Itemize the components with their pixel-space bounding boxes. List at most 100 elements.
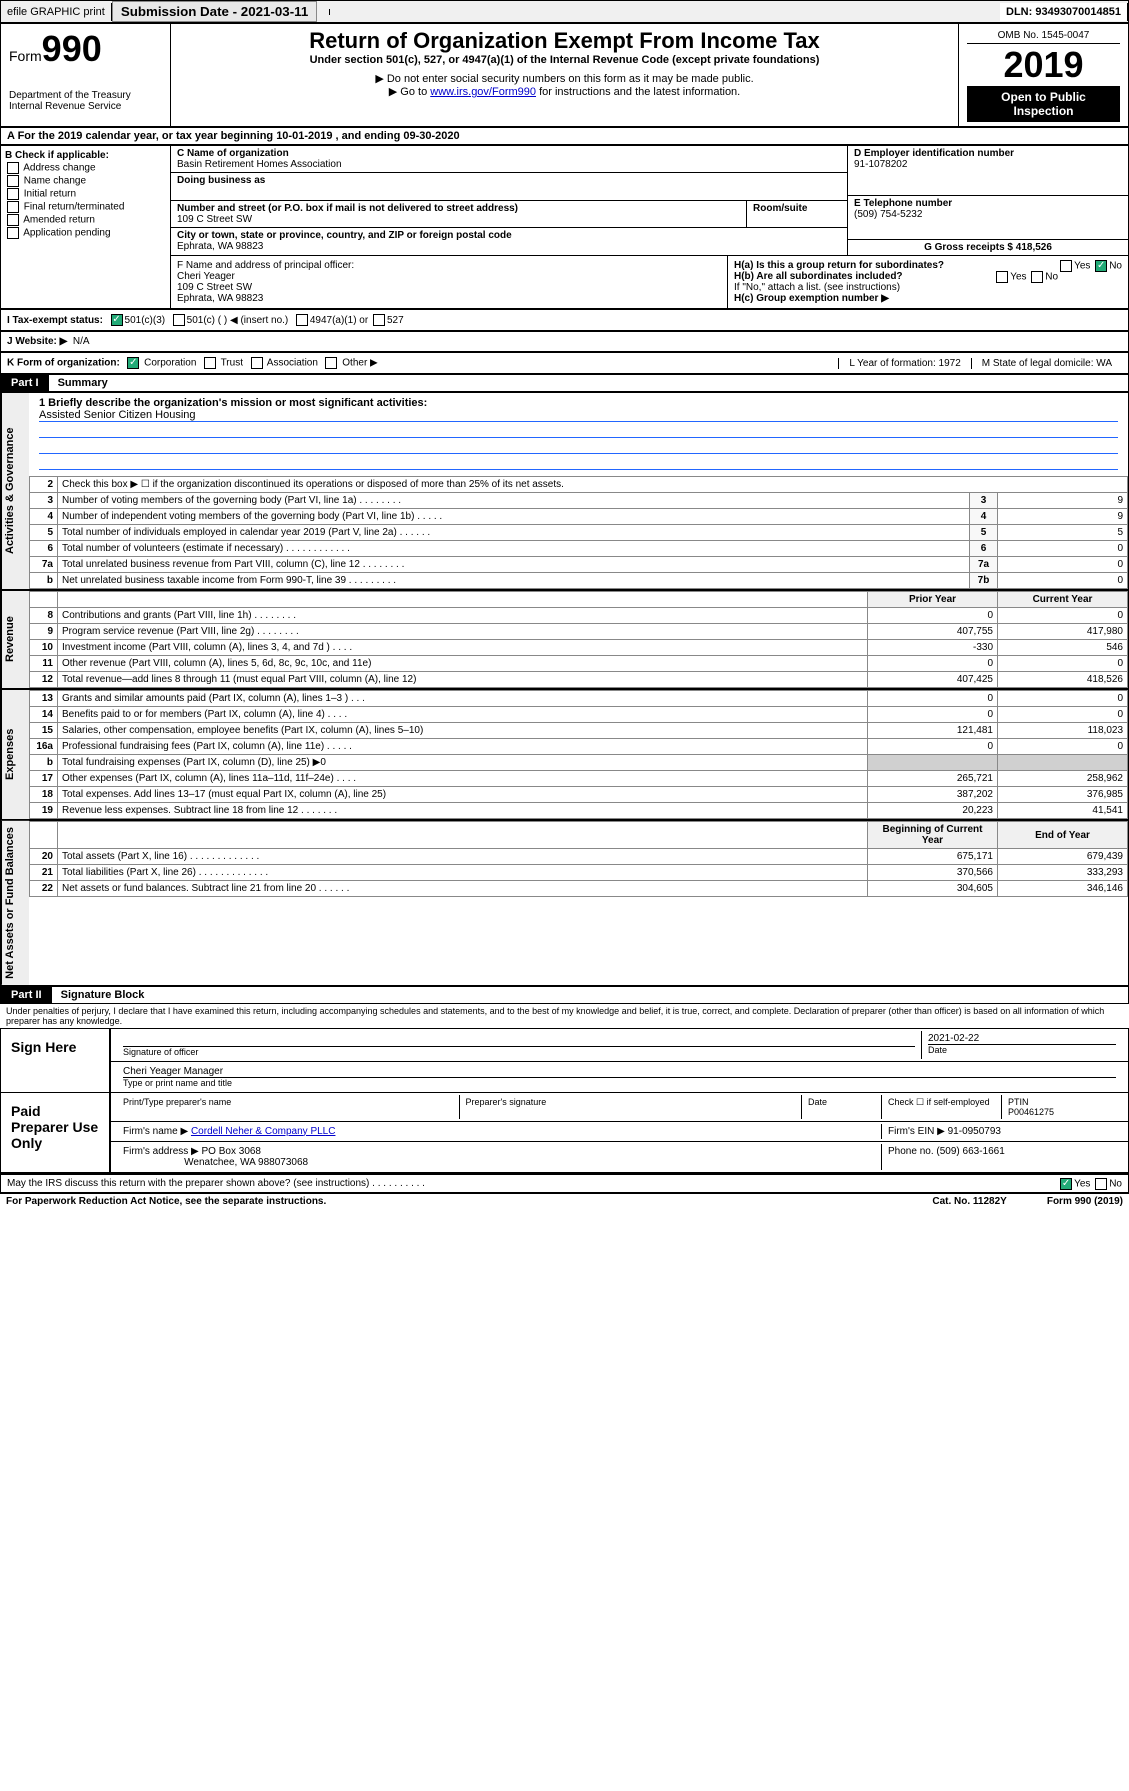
prep-name-hdr: Print/Type preparer's name [117, 1095, 460, 1119]
prep-selfemp: Check ☐ if self-employed [882, 1095, 1002, 1119]
tax-year: 2019 [967, 44, 1120, 86]
col-b-title: B Check if applicable: [5, 150, 166, 161]
city-cell: City or town, state or province, country… [171, 228, 847, 254]
table-row: 13Grants and similar amounts paid (Part … [30, 691, 1128, 707]
officer-name: Cheri Yeager [177, 271, 721, 282]
chk-final-return[interactable]: Final return/terminated [5, 201, 166, 213]
ein-value: 91-1078202 [854, 159, 1122, 170]
governance-table: 2Check this box ▶ ☐ if the organization … [29, 476, 1128, 589]
table-row: 11Other revenue (Part VIII, column (A), … [30, 656, 1128, 672]
revenue-table: Prior YearCurrent Year8Contributions and… [29, 591, 1128, 688]
row-a-period: A For the 2019 calendar year, or tax yea… [0, 127, 1129, 145]
table-row: 14Benefits paid to or for members (Part … [30, 707, 1128, 723]
state-domicile: M State of legal domicile: WA [971, 358, 1122, 369]
chk-trust[interactable] [204, 357, 216, 369]
efile-label: efile GRAPHIC print [1, 3, 112, 21]
phone-cell: E Telephone number (509) 754-5232 [848, 196, 1128, 240]
website-row: J Website: ▶ N/A [0, 331, 1129, 352]
table-row: 16aProfessional fundraising fees (Part I… [30, 739, 1128, 755]
website-value: N/A [73, 336, 90, 347]
table-row: bTotal fundraising expenses (Part IX, co… [30, 755, 1128, 771]
table-row: 19Revenue less expenses. Subtract line 1… [30, 803, 1128, 819]
table-row: 6Total number of volunteers (estimate if… [30, 541, 1128, 557]
submission-date-button[interactable]: Submission Date - 2021-03-11 [112, 1, 317, 22]
table-row: 5Total number of individuals employed in… [30, 525, 1128, 541]
expenses-table: 13Grants and similar amounts paid (Part … [29, 690, 1128, 819]
sig-officer-label: Signature of officer [123, 1047, 915, 1057]
officer-addr1: 109 C Street SW [177, 282, 721, 293]
netassets-table: Beginning of Current YearEnd of Year20To… [29, 821, 1128, 897]
form-header: Form990 Department of the Treasury Inter… [0, 23, 1129, 127]
chk-address-change[interactable]: Address change [5, 162, 166, 174]
chk-discuss-no[interactable] [1095, 1178, 1107, 1190]
phone-value: (509) 754-5232 [854, 209, 1122, 220]
mission-text: Assisted Senior Citizen Housing [39, 409, 1118, 422]
ein-cell: D Employer identification number 91-1078… [848, 146, 1128, 196]
perjury-statement: Under penalties of perjury, I declare th… [0, 1004, 1129, 1028]
table-row: 9Program service revenue (Part VIII, lin… [30, 624, 1128, 640]
sign-here-label: Sign Here [1, 1029, 111, 1092]
section-governance: Activities & Governance 1 Briefly descri… [0, 392, 1129, 590]
table-row: 22Net assets or fund balances. Subtract … [30, 881, 1128, 897]
table-row: 21Total liabilities (Part X, line 26) . … [30, 865, 1128, 881]
page-footer: For Paperwork Reduction Act Notice, see … [0, 1193, 1129, 1209]
section-revenue: Revenue Prior YearCurrent Year8Contribut… [0, 590, 1129, 689]
gross-receipts: G Gross receipts $ 418,526 [848, 240, 1128, 255]
paid-preparer-label: Paid Preparer Use Only [1, 1093, 111, 1172]
street-address: 109 C Street SW [177, 214, 740, 225]
omb-number: OMB No. 1545-0047 [967, 28, 1120, 44]
chk-4947[interactable] [296, 314, 308, 326]
mission-block: 1 Briefly describe the organization's mi… [29, 393, 1128, 476]
spacer [317, 9, 330, 15]
chk-501c3[interactable]: ✓ [111, 314, 123, 326]
org-form-row: K Form of organization: ✓ Corporation Tr… [0, 352, 1129, 374]
top-toolbar: efile GRAPHIC print Submission Date - 20… [0, 0, 1129, 23]
cat-no: Cat. No. 11282Y [932, 1196, 1006, 1207]
table-row: 7aTotal unrelated business revenue from … [30, 557, 1128, 573]
org-name-cell: C Name of organization Basin Retirement … [171, 146, 847, 173]
side-expenses: Expenses [1, 690, 29, 819]
chk-name-change[interactable]: Name change [5, 175, 166, 187]
chk-other[interactable] [325, 357, 337, 369]
tax-status-row: I Tax-exempt status: ✓ 501(c)(3) 501(c) … [0, 309, 1129, 331]
officer-addr2: Ephrata, WA 98823 [177, 293, 721, 304]
year-formation: L Year of formation: 1972 [838, 358, 970, 369]
entity-block: B Check if applicable: Address change Na… [0, 145, 1129, 309]
side-revenue: Revenue [1, 591, 29, 688]
note-ssn: ▶ Do not enter social security numbers o… [179, 72, 950, 85]
table-row: 3Number of voting members of the governi… [30, 493, 1128, 509]
chk-app-pending[interactable]: Application pending [5, 227, 166, 239]
pra-notice: For Paperwork Reduction Act Notice, see … [6, 1196, 326, 1207]
prep-sig-hdr: Preparer's signature [460, 1095, 803, 1119]
irs-link[interactable]: www.irs.gov/Form990 [430, 86, 536, 98]
sig-name-label: Type or print name and title [123, 1078, 1116, 1088]
street-cell: Number and street (or P.O. box if mail i… [171, 201, 747, 228]
col-b-checkboxes: B Check if applicable: Address change Na… [1, 146, 171, 308]
chk-corp[interactable]: ✓ [127, 357, 139, 369]
chk-amended[interactable]: Amended return [5, 214, 166, 226]
firm-ein: 91-0950793 [948, 1126, 1001, 1137]
firm-phone: (509) 663-1661 [936, 1146, 1004, 1157]
table-row: 8Contributions and grants (Part VIII, li… [30, 608, 1128, 624]
table-row: 20Total assets (Part X, line 16) . . . .… [30, 849, 1128, 865]
chk-527[interactable] [373, 314, 385, 326]
table-row: 2Check this box ▶ ☐ if the organization … [30, 477, 1128, 493]
chk-501c[interactable] [173, 314, 185, 326]
table-row: 12Total revenue—add lines 8 through 11 (… [30, 672, 1128, 688]
table-row: 10Investment income (Part VIII, column (… [30, 640, 1128, 656]
city-state-zip: Ephrata, WA 98823 [177, 241, 841, 252]
section-netassets: Net Assets or Fund Balances Beginning of… [0, 820, 1129, 986]
table-row: 17Other expenses (Part IX, column (A), l… [30, 771, 1128, 787]
table-row: 18Total expenses. Add lines 13–17 (must … [30, 787, 1128, 803]
room-cell: Room/suite [747, 201, 847, 228]
prep-date-hdr: Date [802, 1095, 882, 1119]
chk-initial-return[interactable]: Initial return [5, 188, 166, 200]
dept-treasury: Department of the Treasury [9, 90, 162, 101]
open-inspection: Open to Public Inspection [967, 86, 1120, 122]
sig-date: 2021-02-22 [928, 1033, 1116, 1045]
chk-assoc[interactable] [251, 357, 263, 369]
dba-cell: Doing business as [171, 173, 847, 201]
chk-discuss-yes[interactable]: ✓ [1060, 1178, 1072, 1190]
officer-cell: F Name and address of principal officer:… [171, 256, 728, 308]
firm-name-link[interactable]: Cordell Neher & Company PLLC [191, 1126, 336, 1137]
